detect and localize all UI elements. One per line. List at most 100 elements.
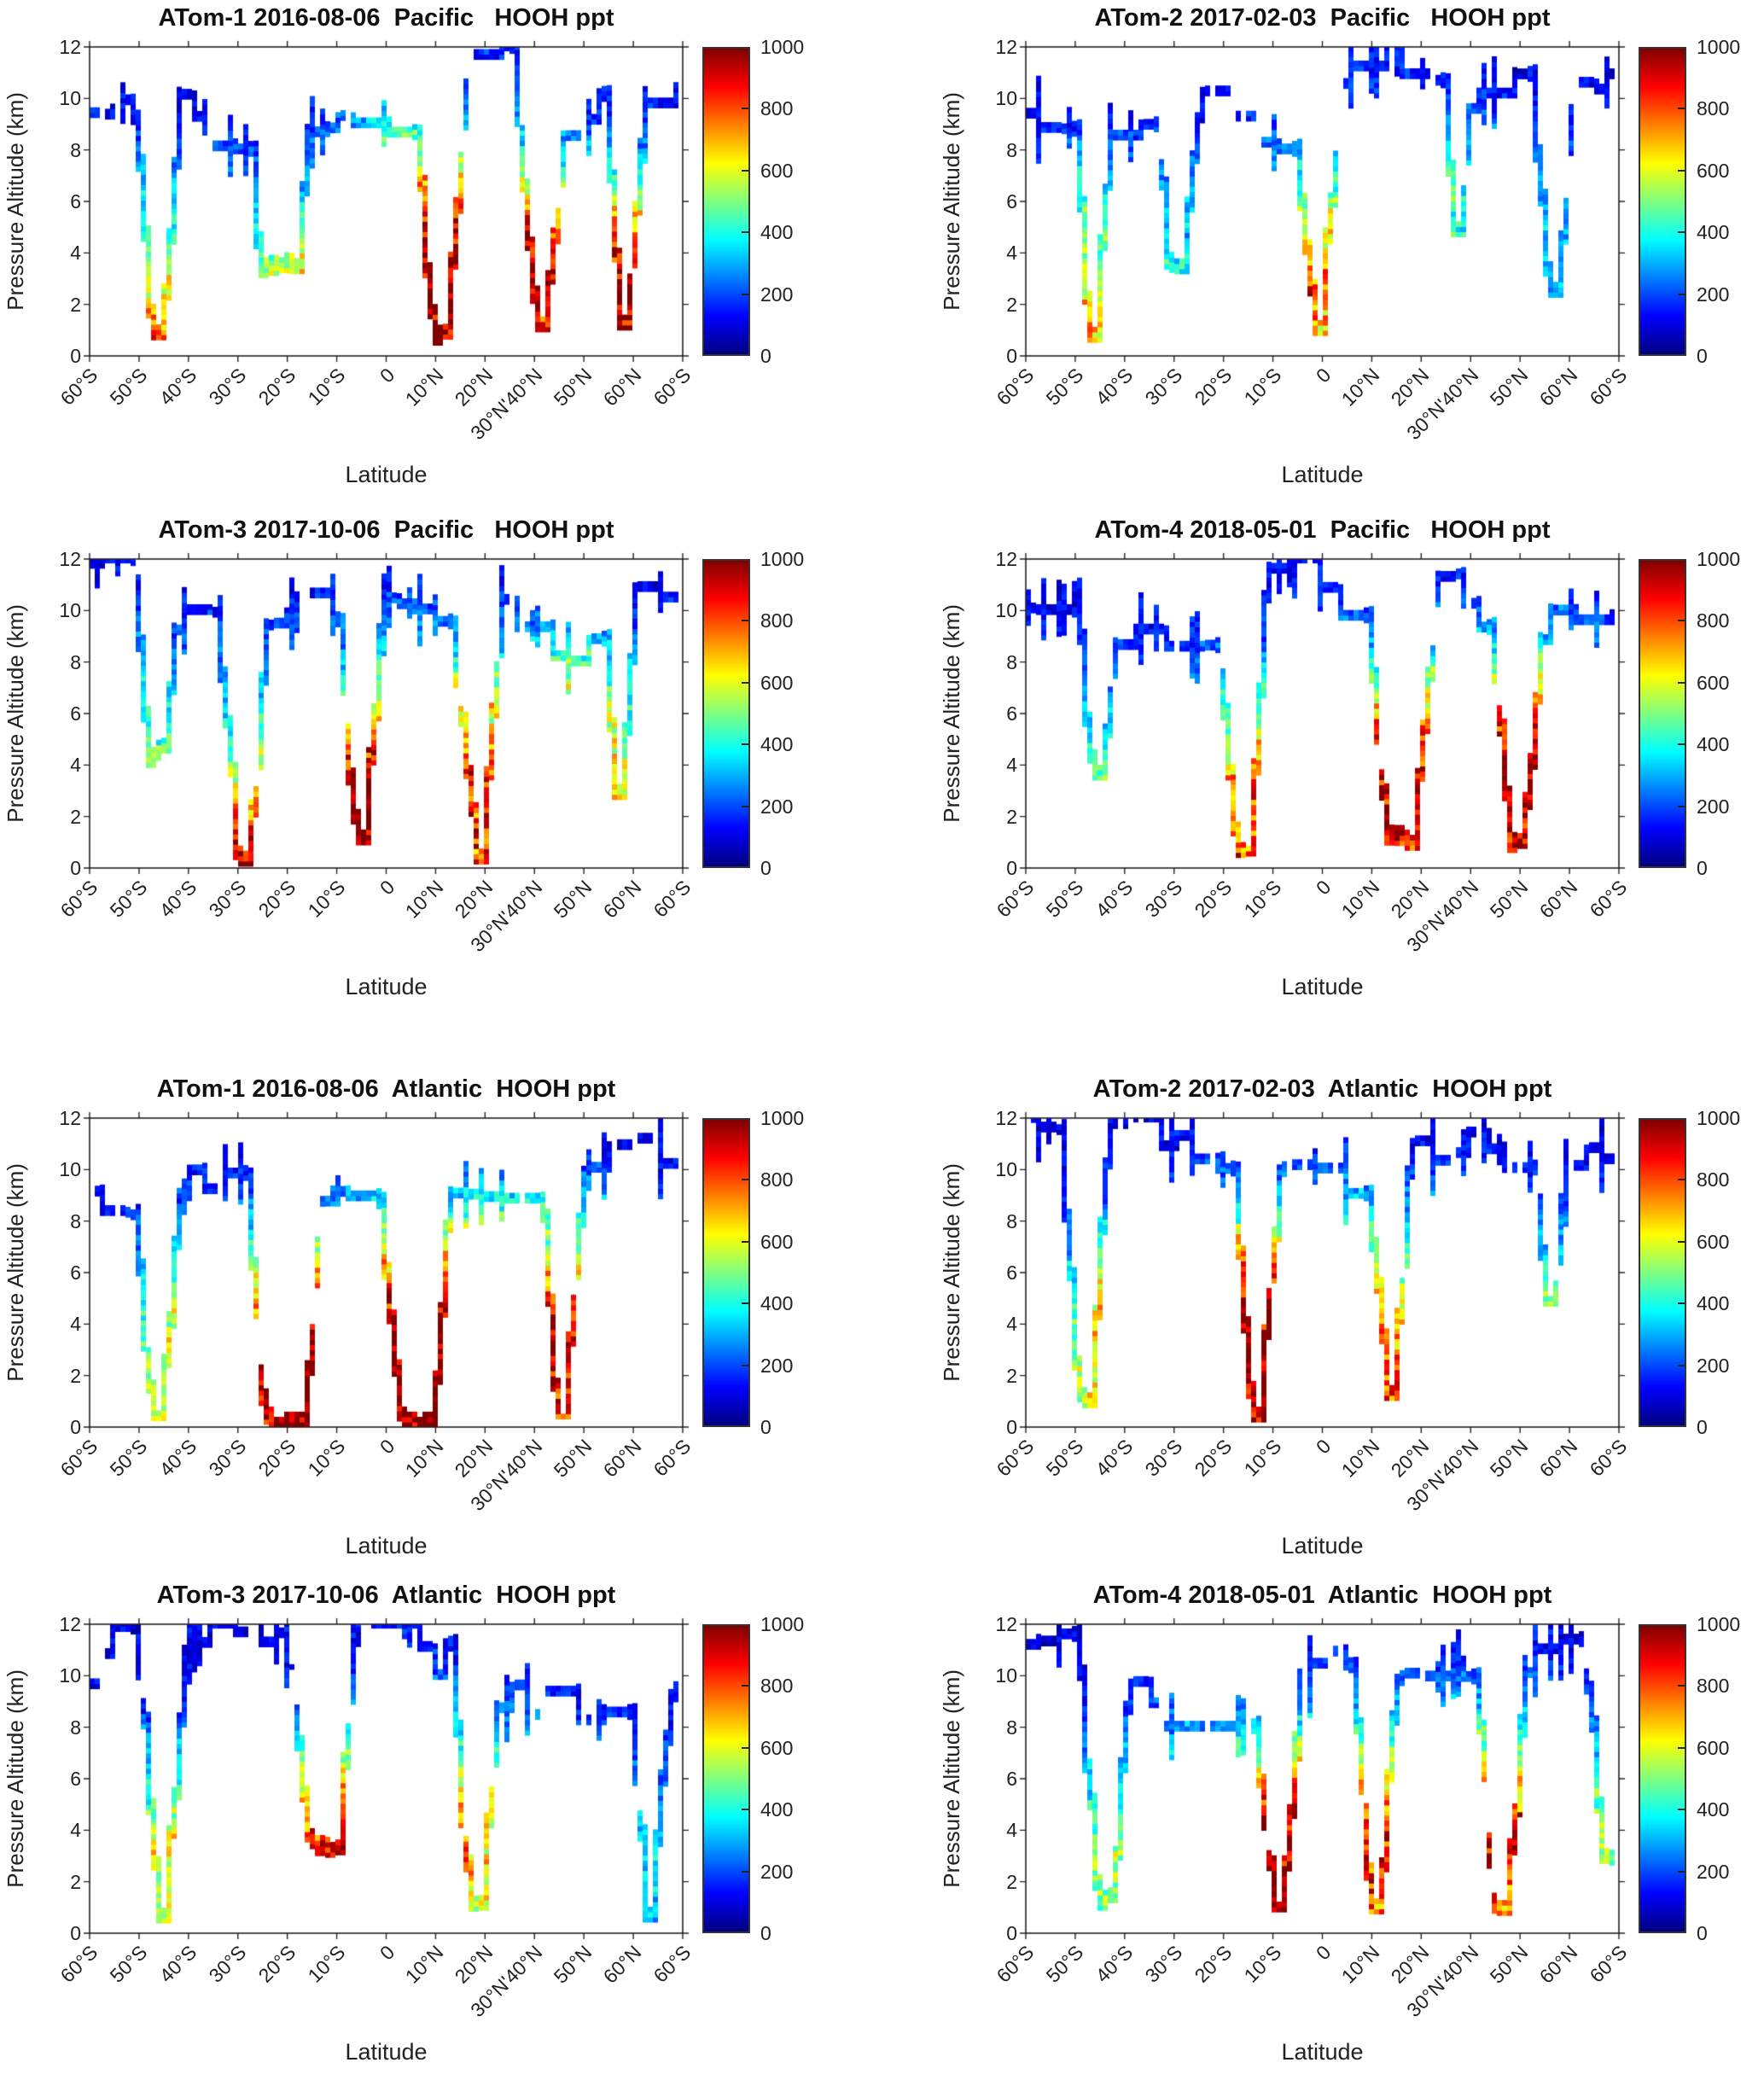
panel-title: ATom-2 2017-02-03 Atlantic HOOH ppt	[1092, 1075, 1552, 1103]
colorbar-tick-mark	[1678, 1746, 1685, 1749]
colorbar-tick-mark	[1678, 743, 1685, 746]
y-tick-label: 8	[70, 650, 81, 673]
y-tick-label: 6	[70, 1768, 81, 1790]
colorbar-tick-label: 1000	[760, 36, 805, 58]
y-tick-label: 0	[70, 1416, 81, 1438]
y-tick-label: 8	[1006, 1716, 1017, 1739]
y-axis-label: Pressure Altitude (km)	[936, 47, 967, 356]
colorbar	[1639, 1624, 1686, 1933]
y-tick-label: 4	[70, 1819, 81, 1842]
y-tick-label: 8	[70, 1209, 81, 1232]
y-axis-label: Pressure Altitude (km)	[936, 559, 967, 868]
colorbar-tick-label: 400	[1697, 733, 1730, 756]
colorbar-tick-label: 800	[760, 609, 794, 632]
panel-title: ATom-2 2017-02-03 Pacific HOOH ppt	[1094, 4, 1551, 32]
colorbar-tick-label: 0	[1697, 1922, 1708, 1944]
colorbar-tick-label: 600	[1697, 159, 1730, 182]
colorbar-tick-label: 400	[760, 1798, 794, 1821]
colorbar-tick-mark	[1678, 231, 1685, 234]
colorbar-tick-mark	[1678, 293, 1685, 295]
colorbar-tick-label: 200	[1697, 1354, 1730, 1377]
colorbar-tick-label: 800	[1697, 97, 1730, 120]
colorbar-tick-mark	[742, 1746, 748, 1749]
y-tick-label: 10	[995, 87, 1017, 110]
y-tick-label: 6	[70, 1261, 81, 1284]
y-tick-label: 8	[1006, 650, 1017, 673]
y-axis-label-text: Pressure Altitude (km)	[2, 1669, 28, 1888]
panel-title: ATom-1 2016-08-06 Atlantic HOOH ppt	[156, 1075, 616, 1103]
y-tick-label: 4	[1006, 754, 1017, 777]
y-tick-label: 8	[70, 1716, 81, 1739]
colorbar-tick-mark	[742, 743, 748, 746]
colorbar	[702, 1624, 750, 1933]
colorbar-tick-mark	[742, 108, 748, 110]
heatmap-canvas-atom4-pacific	[1009, 542, 1645, 885]
y-tick-label: 0	[70, 345, 81, 367]
colorbar-tick-label: 400	[1697, 221, 1730, 244]
colorbar-tick-mark	[742, 1302, 748, 1305]
y-tick-label: 8	[1006, 1209, 1017, 1232]
y-tick-label: 10	[59, 1664, 81, 1687]
colorbar-tick-mark	[742, 1685, 748, 1687]
y-axis-label: Pressure Altitude (km)	[0, 1118, 31, 1427]
y-tick-label: 0	[70, 1922, 81, 1944]
colorbar	[702, 1118, 750, 1427]
colorbar-tick-mark	[1678, 1240, 1685, 1243]
y-tick-label: 8	[70, 138, 81, 161]
y-tick-label: 4	[1006, 1313, 1017, 1336]
heatmap-canvas-atom2-atlantic	[1009, 1101, 1645, 1444]
y-tick-label: 2	[1006, 293, 1017, 316]
colorbar-tick-label: 0	[1697, 345, 1708, 367]
y-axis-label: Pressure Altitude (km)	[0, 559, 31, 868]
y-tick-label: 2	[70, 1364, 81, 1387]
y-tick-label: 12	[59, 36, 81, 58]
y-tick-label: 6	[70, 702, 81, 725]
colorbar-tick-mark	[742, 805, 748, 807]
colorbar-tick-label: 800	[760, 1168, 794, 1191]
panel-atom2-pacific: ATom-2 2017-02-03 Pacific HOOH ppt Pressu…	[936, 0, 1764, 499]
y-tick-label: 6	[70, 190, 81, 213]
y-tick-label: 12	[59, 548, 81, 570]
y-tick-label: 12	[59, 1107, 81, 1129]
colorbar-tick-mark	[1678, 108, 1685, 110]
colorbar-tick-label: 400	[760, 1292, 794, 1315]
x-axis-label: Latitude	[1281, 462, 1364, 487]
colorbar-tick-mark	[742, 169, 748, 172]
y-axis-label-text: Pressure Altitude (km)	[938, 1163, 964, 1382]
colorbar-tick-label: 600	[1697, 671, 1730, 694]
y-tick-label: 2	[1006, 1364, 1017, 1387]
colorbar-tick-mark	[742, 231, 748, 234]
colorbar-tick-mark	[742, 681, 748, 684]
colorbar-tick-label: 400	[760, 221, 794, 244]
colorbar-tick-label: 1000	[760, 1613, 805, 1635]
y-axis-label-text: Pressure Altitude (km)	[938, 92, 964, 311]
heatmap-canvas-atom1-pacific	[73, 30, 708, 373]
colorbar-tick-label: 1000	[1697, 1107, 1741, 1129]
colorbar-tick-label: 800	[1697, 1168, 1730, 1191]
y-axis-label: Pressure Altitude (km)	[936, 1118, 967, 1427]
y-tick-label: 8	[1006, 138, 1017, 161]
colorbar-tick-mark	[742, 293, 748, 295]
panel-title: ATom-4 2018-05-01 Atlantic HOOH ppt	[1092, 1582, 1552, 1609]
colorbar-tick-label: 0	[1697, 857, 1708, 879]
y-tick-label: 4	[70, 242, 81, 265]
colorbar-tick-label: 0	[760, 857, 771, 879]
y-tick-label: 10	[995, 1664, 1017, 1687]
colorbar	[702, 47, 750, 356]
colorbar-tick-mark	[742, 1364, 748, 1366]
y-tick-label: 12	[995, 36, 1017, 58]
colorbar-tick-label: 0	[1697, 1416, 1708, 1438]
y-tick-label: 12	[995, 1613, 1017, 1635]
y-tick-label: 2	[1006, 1870, 1017, 1893]
heatmap-canvas-atom3-pacific	[73, 542, 708, 885]
y-tick-label: 10	[59, 1158, 81, 1181]
colorbar-tick-label: 0	[760, 1416, 771, 1438]
colorbar-tick-label: 600	[760, 671, 794, 694]
colorbar-tick-label: 200	[1697, 795, 1730, 818]
panel-atom1-atlantic: ATom-1 2016-08-06 Atlantic HOOH ppt Press…	[0, 1071, 828, 1570]
colorbar	[1639, 47, 1686, 356]
colorbar-tick-mark	[1678, 805, 1685, 807]
colorbar-tick-mark	[1678, 1364, 1685, 1366]
colorbar-tick-label: 600	[760, 1736, 794, 1759]
y-axis-label: Pressure Altitude (km)	[0, 47, 31, 356]
